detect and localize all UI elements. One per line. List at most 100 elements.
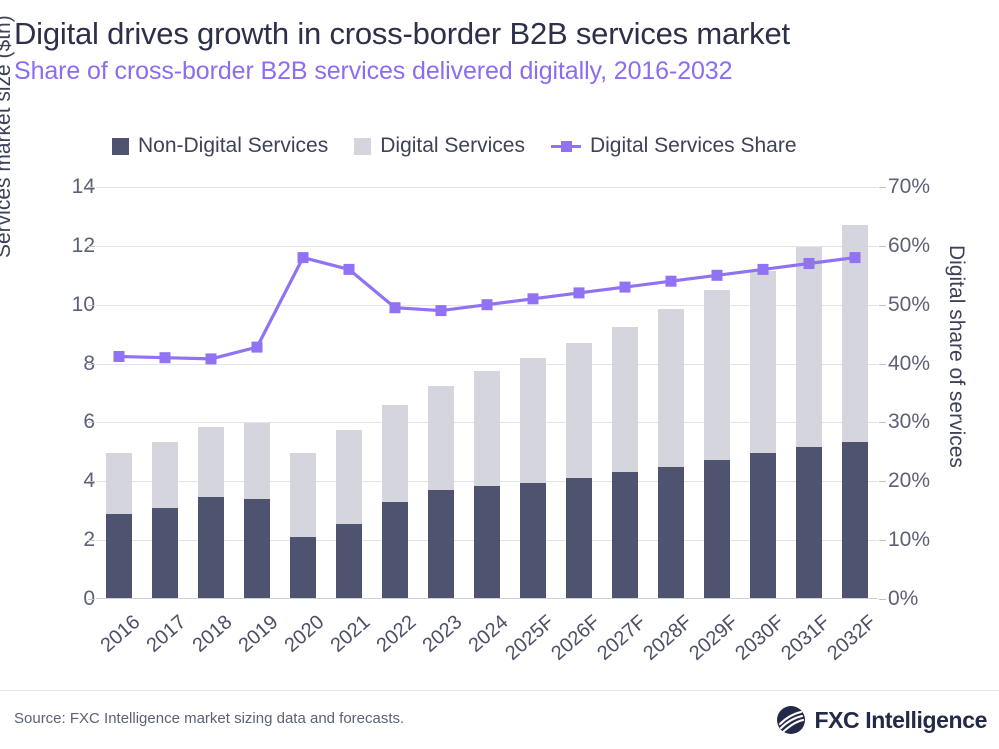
y-axis-left-tick-label: 10 [71, 292, 95, 316]
legend-label-digital-share: Digital Services Share [589, 134, 797, 157]
bar-stack[interactable] [658, 187, 684, 599]
y-tick-left [88, 422, 95, 424]
y-tick-right [879, 245, 886, 247]
page-subtitle: Share of cross-border B2B services deliv… [14, 57, 733, 85]
legend-item-digital[interactable]: Digital Services [354, 134, 525, 158]
bar-segment-digital[interactable] [290, 452, 316, 538]
y-tick-right [879, 540, 886, 542]
bar-segment-non-digital[interactable] [520, 482, 546, 599]
bar-stack[interactable] [704, 187, 730, 599]
bar-stack[interactable] [520, 187, 546, 599]
bar-stack[interactable] [428, 187, 454, 599]
share-line-marker[interactable] [711, 269, 723, 281]
plot-area [88, 187, 886, 600]
share-line-marker[interactable] [343, 263, 355, 275]
gridline [96, 245, 878, 247]
legend-item-digital-share[interactable]: Digital Services Share [550, 134, 797, 158]
share-line-marker[interactable] [849, 252, 861, 264]
bar-stack[interactable] [474, 187, 500, 599]
bar-segment-non-digital[interactable] [796, 447, 822, 599]
share-line-marker[interactable] [435, 305, 447, 317]
share-line-layer [113, 252, 861, 365]
legend-item-non-digital[interactable]: Non-Digital Services [112, 134, 328, 158]
bar-segment-non-digital[interactable] [198, 497, 224, 599]
gridline [96, 363, 878, 365]
share-line-marker[interactable] [113, 351, 125, 362]
legend-line-marker-icon [550, 138, 581, 155]
share-line-marker[interactable] [389, 302, 401, 314]
share-line-marker[interactable] [665, 275, 677, 287]
bar-segment-non-digital[interactable] [842, 441, 868, 599]
y-axis-left-tick-label: 8 [35, 353, 95, 374]
share-line-marker[interactable] [481, 299, 493, 311]
bar-segment-non-digital[interactable] [244, 498, 270, 599]
bar-segment-digital[interactable] [658, 309, 684, 467]
bar-segment-non-digital[interactable] [704, 460, 730, 599]
bar-segment-non-digital[interactable] [612, 472, 638, 599]
legend-swatch-non-digital-icon [112, 137, 129, 155]
bar-segment-digital[interactable] [198, 426, 224, 498]
y-tick-right [879, 304, 886, 306]
y-axis-left-title: Services market size ($tn) [0, 15, 15, 258]
bar-segment-digital[interactable] [750, 270, 776, 454]
bar-stack[interactable] [382, 187, 408, 599]
bar-segment-digital[interactable] [382, 404, 408, 502]
bar-stack[interactable] [198, 187, 224, 599]
y-axis-right-tick-label: 30% [888, 410, 931, 434]
y-axis-right-tick-label: 50% [888, 292, 931, 316]
y-axis-right-tick-label: 0% [888, 587, 919, 610]
y-axis-right-tick-label: 10% [888, 528, 931, 552]
bar-stack[interactable] [290, 187, 316, 599]
share-line-marker[interactable] [159, 352, 171, 364]
bar-segment-non-digital[interactable] [290, 537, 316, 599]
bar-stack[interactable] [750, 187, 776, 599]
share-line-marker[interactable] [527, 293, 539, 305]
y-tick-right [879, 187, 886, 188]
bar-segment-digital[interactable] [244, 423, 270, 499]
bar-stack[interactable] [106, 187, 132, 599]
y-tick-left [88, 481, 95, 483]
bar-segment-non-digital[interactable] [750, 453, 776, 599]
bar-segment-digital[interactable] [336, 429, 362, 524]
bar-segment-digital[interactable] [428, 385, 454, 491]
bar-stack[interactable] [244, 187, 270, 599]
share-line-marker[interactable] [803, 258, 815, 269]
bar-stack[interactable] [566, 187, 592, 599]
share-line-marker[interactable] [205, 353, 217, 365]
bar-stack[interactable] [336, 187, 362, 599]
bar-segment-digital[interactable] [612, 326, 638, 473]
bar-segment-digital[interactable] [520, 357, 546, 483]
y-tick-right [879, 481, 886, 483]
share-line-marker[interactable] [573, 287, 585, 299]
bar-segment-digital[interactable] [152, 441, 178, 508]
bar-segment-digital[interactable] [796, 247, 822, 448]
bar-segment-digital[interactable] [474, 370, 500, 486]
y-axis-left-tick-label: 0 [35, 588, 95, 609]
bar-segment-non-digital[interactable] [382, 501, 408, 599]
bar-segment-non-digital[interactable] [152, 507, 178, 599]
bar-segment-non-digital[interactable] [658, 466, 684, 599]
chart-legend: Non-Digital Services Digital Services Di… [112, 134, 797, 158]
bar-segment-non-digital[interactable] [566, 478, 592, 599]
bar-stack[interactable] [796, 187, 822, 599]
bar-segment-non-digital[interactable] [336, 523, 362, 599]
share-line-marker[interactable] [757, 263, 769, 275]
bar-segment-digital[interactable] [566, 342, 592, 479]
y-axis-right-tick-label: 70% [888, 175, 931, 198]
bar-segment-non-digital[interactable] [106, 513, 132, 599]
bar-segment-digital[interactable] [704, 290, 730, 461]
share-line-marker[interactable] [251, 341, 263, 353]
bar-stack[interactable] [612, 187, 638, 599]
bar-segment-non-digital[interactable] [428, 490, 454, 599]
footer-divider [0, 690, 999, 691]
legend-label-digital: Digital Services [380, 134, 525, 157]
share-line-marker[interactable] [619, 281, 631, 293]
y-tick-left [88, 304, 95, 306]
y-axis-left-tick-label: 14 [71, 175, 95, 198]
bar-stack[interactable] [152, 187, 178, 599]
share-line-marker[interactable] [297, 252, 309, 264]
bar-segment-digital[interactable] [106, 453, 132, 514]
legend-label-non-digital: Non-Digital Services [138, 134, 329, 157]
bar-segment-non-digital[interactable] [474, 485, 500, 599]
